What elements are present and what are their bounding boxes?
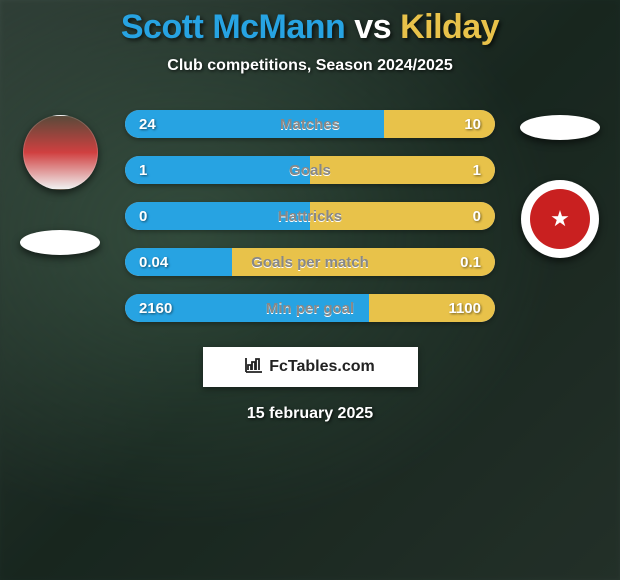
content-root: Scott McMann vs Kilday Club competitions… — [0, 0, 620, 423]
bar-value-right: 1100 — [448, 300, 481, 317]
bar-fill-right — [310, 156, 495, 184]
footer-logo-text: FcTables.com — [269, 358, 375, 376]
stat-bar: Min per goal 2160 1100 — [125, 294, 495, 322]
stats-bars: Matches 24 10 Goals 1 1 Hattricks 0 0 Goals per m… — [110, 105, 510, 322]
title-player1: Scott McMann — [121, 8, 345, 46]
left-side — [10, 105, 110, 255]
bar-fill-left — [125, 110, 384, 138]
title-vs: vs — [354, 8, 391, 46]
bar-fill-left — [125, 156, 310, 184]
player2-badge — [520, 115, 600, 140]
right-side: ★ — [510, 105, 610, 258]
stat-bar: Matches 24 10 — [125, 110, 495, 138]
bar-label: Goals per match — [251, 254, 369, 271]
stat-bar: Hattricks 0 0 — [125, 202, 495, 230]
bar-value-left: 0 — [139, 208, 147, 225]
stat-bar: Goals 1 1 — [125, 156, 495, 184]
bar-label: Goals — [289, 162, 331, 179]
bar-label: Matches — [280, 116, 340, 133]
bar-value-right: 0.1 — [460, 254, 481, 271]
subtitle: Club competitions, Season 2024/2025 — [0, 57, 620, 75]
bar-value-left: 1 — [139, 162, 147, 179]
main-row: Matches 24 10 Goals 1 1 Hattricks 0 0 Goals per m… — [0, 105, 620, 322]
player1-badge — [20, 230, 100, 255]
bar-value-right: 10 — [464, 116, 481, 133]
crest-icon: ★ — [530, 189, 590, 249]
player1-avatar — [23, 115, 98, 190]
bar-value-left: 24 — [139, 116, 156, 133]
bar-value-left: 0.04 — [139, 254, 168, 271]
chart-icon — [245, 357, 263, 378]
bar-value-right: 0 — [473, 208, 481, 225]
bar-label: Min per goal — [266, 300, 354, 317]
title-player2: Kilday — [400, 8, 499, 46]
page-title: Scott McMann vs Kilday — [0, 8, 620, 47]
player2-crest: ★ — [521, 180, 599, 258]
date: 15 february 2025 — [0, 405, 620, 423]
bar-label: Hattricks — [278, 208, 342, 225]
bar-value-right: 1 — [473, 162, 481, 179]
bar-value-left: 2160 — [139, 300, 172, 317]
footer-logo: FcTables.com — [203, 347, 418, 387]
stat-bar: Goals per match 0.04 0.1 — [125, 248, 495, 276]
